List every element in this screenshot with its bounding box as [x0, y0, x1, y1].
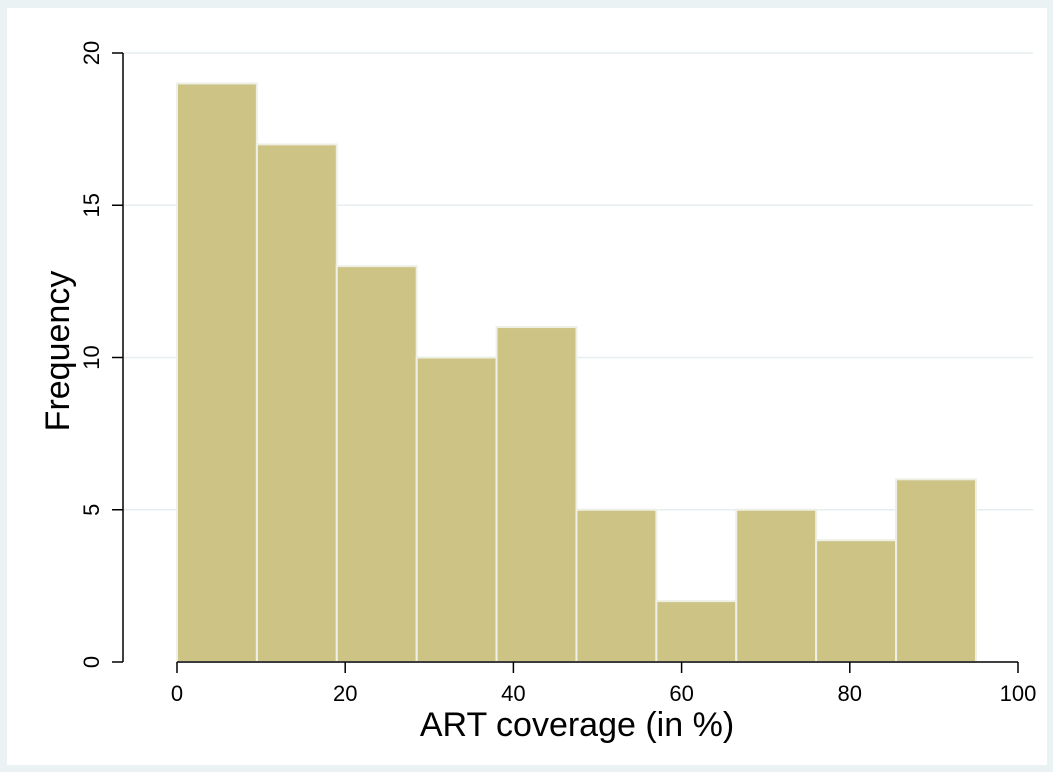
- y-tick-label: 5: [79, 504, 104, 516]
- x-tick-label: 20: [333, 681, 357, 706]
- histogram-bar: [176, 82, 258, 663]
- y-axis-ticks: 0 5 10 15 20: [79, 41, 123, 668]
- y-tick-label: 0: [79, 656, 104, 668]
- histogram-bar: [335, 265, 418, 663]
- histogram-bar: [495, 326, 578, 663]
- y-tick-label: 15: [79, 193, 104, 217]
- histogram-bar: [255, 143, 338, 664]
- x-tick-label: 60: [669, 681, 693, 706]
- x-axis-ticks: 0 20 40 60 80 100: [171, 662, 1036, 706]
- x-tick-label: 0: [171, 681, 183, 706]
- histogram-bar: [655, 600, 738, 663]
- histogram-bar: [575, 508, 658, 663]
- histogram-bar: [735, 508, 818, 663]
- histogram-bar: [815, 539, 898, 664]
- y-axis-title: Frequency: [39, 271, 77, 432]
- x-tick-label: 40: [501, 681, 525, 706]
- histogram-bar: [895, 478, 977, 663]
- y-tick-label: 10: [79, 345, 104, 369]
- x-axis-title: ART coverage (in %): [420, 706, 734, 744]
- y-tick-label: 20: [79, 41, 104, 65]
- histogram-bar: [415, 356, 498, 663]
- x-tick-label: 80: [838, 681, 862, 706]
- x-tick-label: 100: [1000, 681, 1037, 706]
